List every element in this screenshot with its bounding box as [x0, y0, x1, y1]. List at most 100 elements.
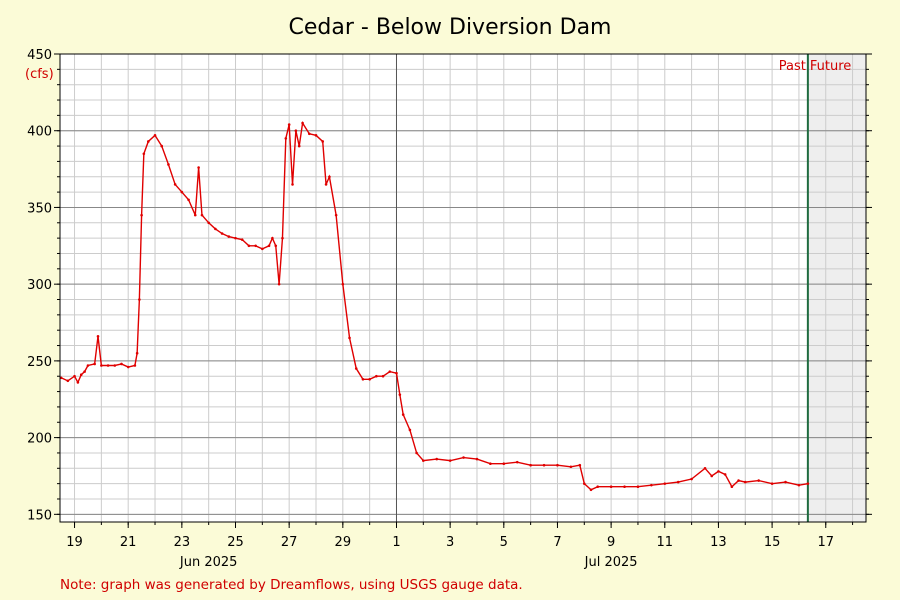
future-region [807, 54, 866, 522]
plot-border [59, 53, 867, 523]
flow-data-point [106, 364, 110, 367]
flow-data-point [200, 213, 204, 217]
x-tick-label: 5 [500, 535, 508, 550]
flow-data-point [214, 227, 217, 231]
flow-data-point [207, 221, 210, 225]
flow-data-point [354, 367, 358, 370]
flow-data-point [341, 282, 345, 286]
flow-data-point [636, 485, 640, 489]
future-label: Future [810, 59, 851, 74]
flow-data-point [703, 466, 707, 470]
x-tick-label: 3 [446, 535, 454, 550]
flow-data-point [274, 244, 278, 248]
flow-data-point [375, 374, 378, 378]
flow-data-point [197, 166, 200, 169]
x-tick-label: 13 [710, 535, 727, 550]
chart-title: Cedar - Below Diversion Dam [289, 15, 612, 40]
flow-data-point [100, 364, 103, 367]
flow-data-point [596, 485, 600, 489]
flow-data-point [271, 236, 274, 240]
flow-data-point [398, 393, 402, 396]
x-tick-label: 11 [657, 535, 674, 550]
flow-data-point [650, 483, 653, 487]
y-axis-unit-label: (cfs) [25, 67, 54, 82]
flow-data-point [113, 364, 117, 367]
flow-data-point [529, 463, 532, 467]
y-tick-label: 350 [27, 201, 52, 216]
flow-data-point [730, 485, 734, 489]
flow-data-point [277, 282, 281, 286]
flow-data-point [334, 213, 338, 217]
flow-data-point [291, 183, 294, 186]
flow-data-point [401, 413, 405, 416]
flow-data-point [542, 463, 546, 467]
flow-data-point [395, 371, 398, 375]
flow-data-point [710, 474, 714, 478]
flow-data-point [690, 477, 693, 481]
flow-data-point [66, 379, 70, 383]
flow-data-point [663, 482, 667, 485]
flow-data-point [79, 373, 83, 376]
x-tick-label: 19 [66, 535, 83, 550]
flow-data-point [797, 483, 801, 487]
flow-data-point [240, 238, 244, 241]
flow-data-point [140, 213, 143, 217]
x-tick-label: 27 [281, 535, 298, 550]
flow-data-point [717, 470, 720, 473]
flow-data-point [435, 457, 439, 461]
flow-data-point [73, 374, 76, 378]
flow-data-point [448, 459, 452, 462]
flow-data-point [676, 480, 680, 484]
x-month-label: Jun 2025 [179, 555, 238, 570]
flow-data-point [623, 485, 626, 489]
flow-data-point [609, 485, 613, 489]
flow-data-point [515, 460, 519, 464]
flow-data-point [361, 377, 365, 381]
flow-data-point [281, 236, 284, 240]
flow-data-point [784, 480, 787, 484]
flow-data-point [173, 183, 177, 186]
flow-data-point [261, 247, 264, 251]
flow-data-point [96, 335, 100, 338]
y-tick-label: 450 [27, 48, 52, 63]
flow-data-point [287, 123, 291, 126]
x-tick-label: 17 [817, 535, 834, 550]
flow-data-point [227, 235, 231, 238]
flow-data-point [462, 456, 465, 459]
y-tick-label: 400 [27, 125, 52, 140]
flow-data-point [267, 244, 271, 248]
flow-data-point [348, 336, 351, 340]
flow-data-point [806, 482, 810, 485]
flow-data-point [93, 362, 96, 366]
y-tick-label: 150 [27, 508, 52, 523]
flow-data-point [368, 377, 371, 381]
flow-data-point [126, 365, 130, 369]
x-tick-label: 1 [392, 535, 400, 550]
flow-data-point [723, 473, 727, 476]
flow-data-point [301, 121, 304, 125]
flow-data-point [388, 370, 392, 373]
flow-data-point [475, 457, 479, 461]
flow-data-point [297, 144, 301, 148]
flow-data-point [743, 480, 747, 484]
series [59, 121, 810, 492]
x-tick-label: 23 [174, 535, 191, 550]
flow-data-point [294, 129, 298, 133]
flow-data-point [307, 132, 311, 136]
flow-data-point [324, 183, 328, 186]
flow-data-point [133, 364, 137, 367]
flow-data-point [220, 232, 224, 235]
flow-data-point [153, 134, 157, 137]
flow-data-point [147, 140, 150, 143]
x-tick-label: 21 [120, 535, 137, 550]
source-note: Note: graph was generated by Dreamflows,… [60, 577, 523, 593]
flow-data-point [76, 381, 80, 384]
flow-data-point [314, 134, 318, 137]
flow-data-point [328, 175, 331, 179]
flow-data-point [180, 190, 184, 194]
flow-data-point [582, 482, 586, 485]
flow-data-point [193, 213, 197, 217]
flow-data-point [187, 198, 190, 202]
x-tick-label: 25 [227, 535, 244, 550]
flow-data-point [160, 144, 164, 148]
